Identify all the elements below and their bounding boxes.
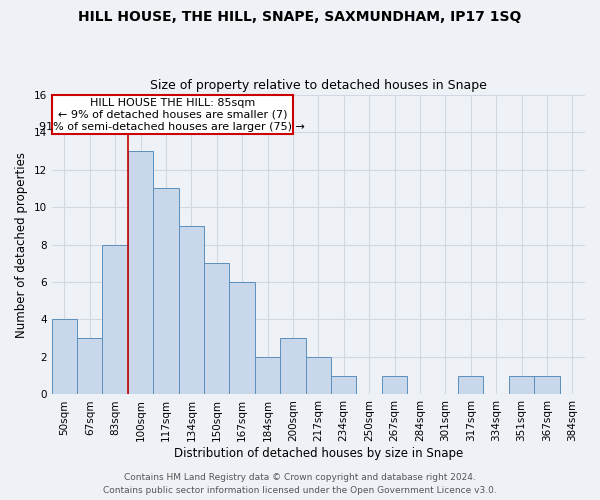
Bar xyxy=(128,151,153,394)
Title: Size of property relative to detached houses in Snape: Size of property relative to detached ho… xyxy=(150,79,487,92)
Text: 91% of semi-detached houses are larger (75) →: 91% of semi-detached houses are larger (… xyxy=(40,122,305,132)
Y-axis label: Number of detached properties: Number of detached properties xyxy=(15,152,28,338)
Bar xyxy=(509,376,534,394)
Bar xyxy=(52,320,77,394)
Bar xyxy=(280,338,305,394)
Bar xyxy=(103,244,128,394)
Bar xyxy=(229,282,255,395)
Bar xyxy=(255,357,280,395)
Bar xyxy=(305,357,331,395)
X-axis label: Distribution of detached houses by size in Snape: Distribution of detached houses by size … xyxy=(174,447,463,460)
Text: HILL HOUSE THE HILL: 85sqm: HILL HOUSE THE HILL: 85sqm xyxy=(89,98,255,108)
Text: HILL HOUSE, THE HILL, SNAPE, SAXMUNDHAM, IP17 1SQ: HILL HOUSE, THE HILL, SNAPE, SAXMUNDHAM,… xyxy=(79,10,521,24)
Bar xyxy=(204,264,229,394)
Bar xyxy=(77,338,103,394)
Bar xyxy=(179,226,204,394)
Text: ← 9% of detached houses are smaller (7): ← 9% of detached houses are smaller (7) xyxy=(58,110,287,120)
Bar xyxy=(153,188,179,394)
FancyBboxPatch shape xyxy=(52,94,293,134)
Bar xyxy=(331,376,356,394)
Bar xyxy=(534,376,560,394)
Text: Contains HM Land Registry data © Crown copyright and database right 2024.
Contai: Contains HM Land Registry data © Crown c… xyxy=(103,474,497,495)
Bar xyxy=(382,376,407,394)
Bar xyxy=(458,376,484,394)
